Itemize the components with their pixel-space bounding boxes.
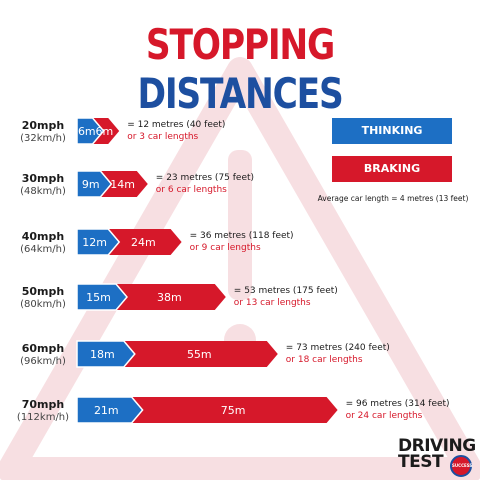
thinking-value-label: 18m	[90, 348, 115, 361]
page-title: STOPPING DISTANCES	[43, 20, 437, 118]
total-metres: = 96 metres (314 feet)	[345, 399, 450, 409]
total-car-lengths: or 24 car lengths	[345, 411, 423, 421]
speed-mph: 70mph	[21, 398, 65, 411]
title-word-distances: DISTANCES	[137, 69, 343, 118]
logo-driving-text: DRIVING	[398, 436, 476, 456]
speed-label: 60mph (96km/h)	[0, 342, 86, 368]
speed-kmh: (32km/h)	[20, 133, 66, 144]
logo-test-text: TEST	[398, 452, 444, 472]
thinking-bar	[76, 170, 113, 198]
total-distance-note: = 36 metres (118 feet) or 9 car lengths	[190, 230, 294, 254]
speed-kmh: (64km/h)	[20, 244, 66, 255]
speed-label: 40mph (64km/h)	[0, 230, 86, 256]
braking-value-label: 75m	[221, 404, 246, 417]
speed-mph: 50mph	[21, 285, 65, 298]
speed-mph: 30mph	[21, 172, 65, 185]
braking-value-label: 6m	[96, 125, 114, 138]
thinking-bar	[76, 283, 128, 311]
total-distance-note: = 73 metres (240 feet) or 18 car lengths	[286, 342, 390, 366]
total-metres: = 73 metres (240 feet)	[285, 343, 390, 353]
thinking-value-label: 9m	[82, 178, 100, 191]
braking-bar	[120, 397, 338, 423]
thinking-bar	[76, 340, 136, 368]
speed-label: 30mph (48km/h)	[0, 172, 86, 198]
total-metres: = 36 metres (118 feet)	[189, 231, 294, 241]
driving-test-success-logo: DRIVING TEST SUCCESS	[398, 436, 476, 477]
total-distance-note: = 53 metres (175 feet) or 13 car lengths	[234, 285, 338, 309]
speed-mph: 60mph	[21, 342, 65, 355]
speed-kmh: (112km/h)	[16, 412, 70, 423]
speed-kmh: (80km/h)	[20, 299, 66, 310]
total-car-lengths: or 6 car lengths	[155, 185, 227, 195]
thinking-value-label: 6m	[78, 125, 96, 138]
braking-value-label: 14m	[110, 178, 135, 191]
thinking-bar	[76, 228, 121, 256]
total-distance-note: = 96 metres (314 feet) or 24 car lengths	[346, 398, 450, 422]
speed-kmh: (48km/h)	[20, 186, 66, 197]
total-metres: = 12 metres (40 feet)	[127, 120, 226, 130]
speed-mph: 20mph	[21, 119, 65, 132]
braking-value-label: 38m	[157, 291, 182, 304]
total-metres: = 23 metres (75 feet)	[155, 173, 255, 183]
total-metres: = 53 metres (175 feet)	[233, 286, 338, 296]
logo-badge-text: SUCCESS	[452, 463, 473, 468]
speed-kmh: (96km/h)	[20, 356, 66, 367]
speed-label: 20mph (32km/h)	[0, 119, 86, 145]
title-word-stopping: STOPPING	[145, 20, 335, 69]
thinking-value-label: 21m	[94, 404, 119, 417]
thinking-bar	[76, 117, 105, 145]
average-car-length-note: Average car length = 4 metres (13 feet)	[317, 194, 469, 203]
thinking-value-label: 15m	[86, 291, 111, 304]
total-car-lengths: or 13 car lengths	[233, 298, 311, 308]
speed-label: 50mph (80km/h)	[0, 285, 86, 311]
total-distance-note: = 12 metres (40 feet) or 3 car lengths	[127, 119, 225, 143]
legend-braking: BRAKING DISTANCE	[332, 156, 452, 201]
braking-bar	[97, 229, 182, 255]
total-car-lengths: or 3 car lengths	[127, 132, 199, 142]
total-car-lengths: or 18 car lengths	[285, 355, 363, 365]
total-distance-note: = 23 metres (75 feet) or 6 car lengths	[156, 172, 254, 196]
total-car-lengths: or 9 car lengths	[189, 243, 261, 253]
thinking-bar	[76, 396, 144, 424]
logo-badge-icon: SUCCESS	[450, 455, 472, 477]
speed-mph: 40mph	[21, 230, 65, 243]
braking-bar	[112, 341, 278, 367]
braking-value-label: 55m	[187, 348, 212, 361]
speed-label: 70mph (112km/h)	[0, 398, 86, 424]
thinking-value-label: 12m	[82, 236, 107, 249]
braking-value-label: 24m	[131, 236, 156, 249]
braking-bar	[105, 284, 226, 310]
